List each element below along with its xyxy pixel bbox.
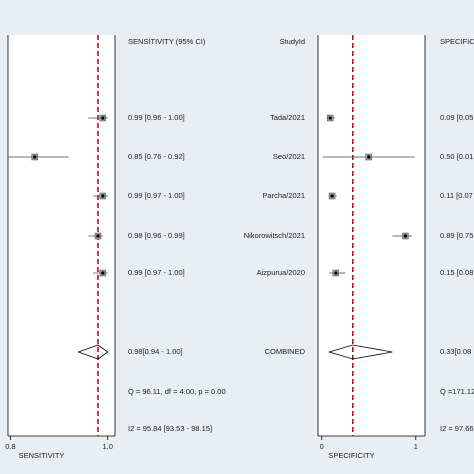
ci-header: SPECIFICI bbox=[440, 37, 474, 46]
study-label: Tada/2021 bbox=[270, 113, 305, 122]
ci-label: 0.99 [0.97 - 1.00] bbox=[128, 191, 185, 200]
ci-header: SENSITIVITY (95% CI) bbox=[128, 37, 206, 46]
combined-ci-label: 0.33[0.08 bbox=[440, 347, 471, 356]
ci-label: 0.99 [0.97 - 1.00] bbox=[128, 268, 185, 277]
point-estimate bbox=[403, 234, 408, 238]
q-statistic: Q = 96.11, df = 4.00, p = 0.00 bbox=[128, 387, 226, 396]
plot-marks bbox=[322, 35, 415, 436]
ci-label: 0.09 [0.05 bbox=[440, 113, 473, 122]
x-tick-label: 1.0 bbox=[102, 442, 112, 451]
point-estimate bbox=[334, 271, 338, 275]
x-axis-title: SENSITIVITY bbox=[19, 451, 65, 460]
ci-label: 0.85 [0.76 - 0.92] bbox=[128, 152, 185, 161]
q-statistic: Q =171.12 bbox=[440, 387, 474, 396]
study-label: Parcha/2021 bbox=[262, 191, 305, 200]
ci-label: 0.50 [0.01 bbox=[440, 152, 473, 161]
x-axis-title: SPECIFICITY bbox=[328, 451, 374, 460]
study-label: Aizpurua/2020 bbox=[257, 268, 305, 277]
point-estimate bbox=[101, 271, 105, 275]
combined-diamond bbox=[327, 344, 393, 360]
ci-label: 0.15 [0.08 bbox=[440, 268, 473, 277]
combined-label: COMBINED bbox=[265, 347, 306, 356]
point-estimate bbox=[328, 116, 332, 120]
study-header: StudyId bbox=[280, 37, 305, 46]
x-tick-label: 0.8 bbox=[5, 442, 15, 451]
ci-label: 0.11 [0.07 bbox=[440, 191, 473, 200]
combined-diamond bbox=[77, 344, 109, 360]
plot-marks bbox=[8, 35, 109, 436]
point-estimate bbox=[330, 194, 334, 198]
ci-label: 0.99 [0.96 - 1.00] bbox=[128, 113, 185, 122]
i2-statistic: I2 = 95.84 [93.53 - 98.15] bbox=[128, 424, 212, 433]
study-label: Seo/2021 bbox=[273, 152, 305, 161]
i2-statistic: I2 = 97.66 bbox=[440, 424, 474, 433]
x-tick-label: 0 bbox=[320, 442, 324, 451]
plot-area bbox=[318, 35, 425, 436]
point-estimate bbox=[33, 155, 37, 159]
combined-ci-label: 0.98[0.94 - 1.00] bbox=[128, 347, 183, 356]
ci-label: 0.89 [0.75 bbox=[440, 231, 473, 240]
point-estimate bbox=[101, 116, 105, 120]
point-estimate bbox=[367, 155, 371, 159]
point-estimate bbox=[101, 194, 105, 198]
point-estimate bbox=[96, 234, 100, 238]
ci-label: 0.98 [0.96 - 0.99] bbox=[128, 231, 185, 240]
study-label: Nikorowitsch/2021 bbox=[244, 231, 305, 240]
x-tick-label: 1 bbox=[414, 442, 418, 451]
